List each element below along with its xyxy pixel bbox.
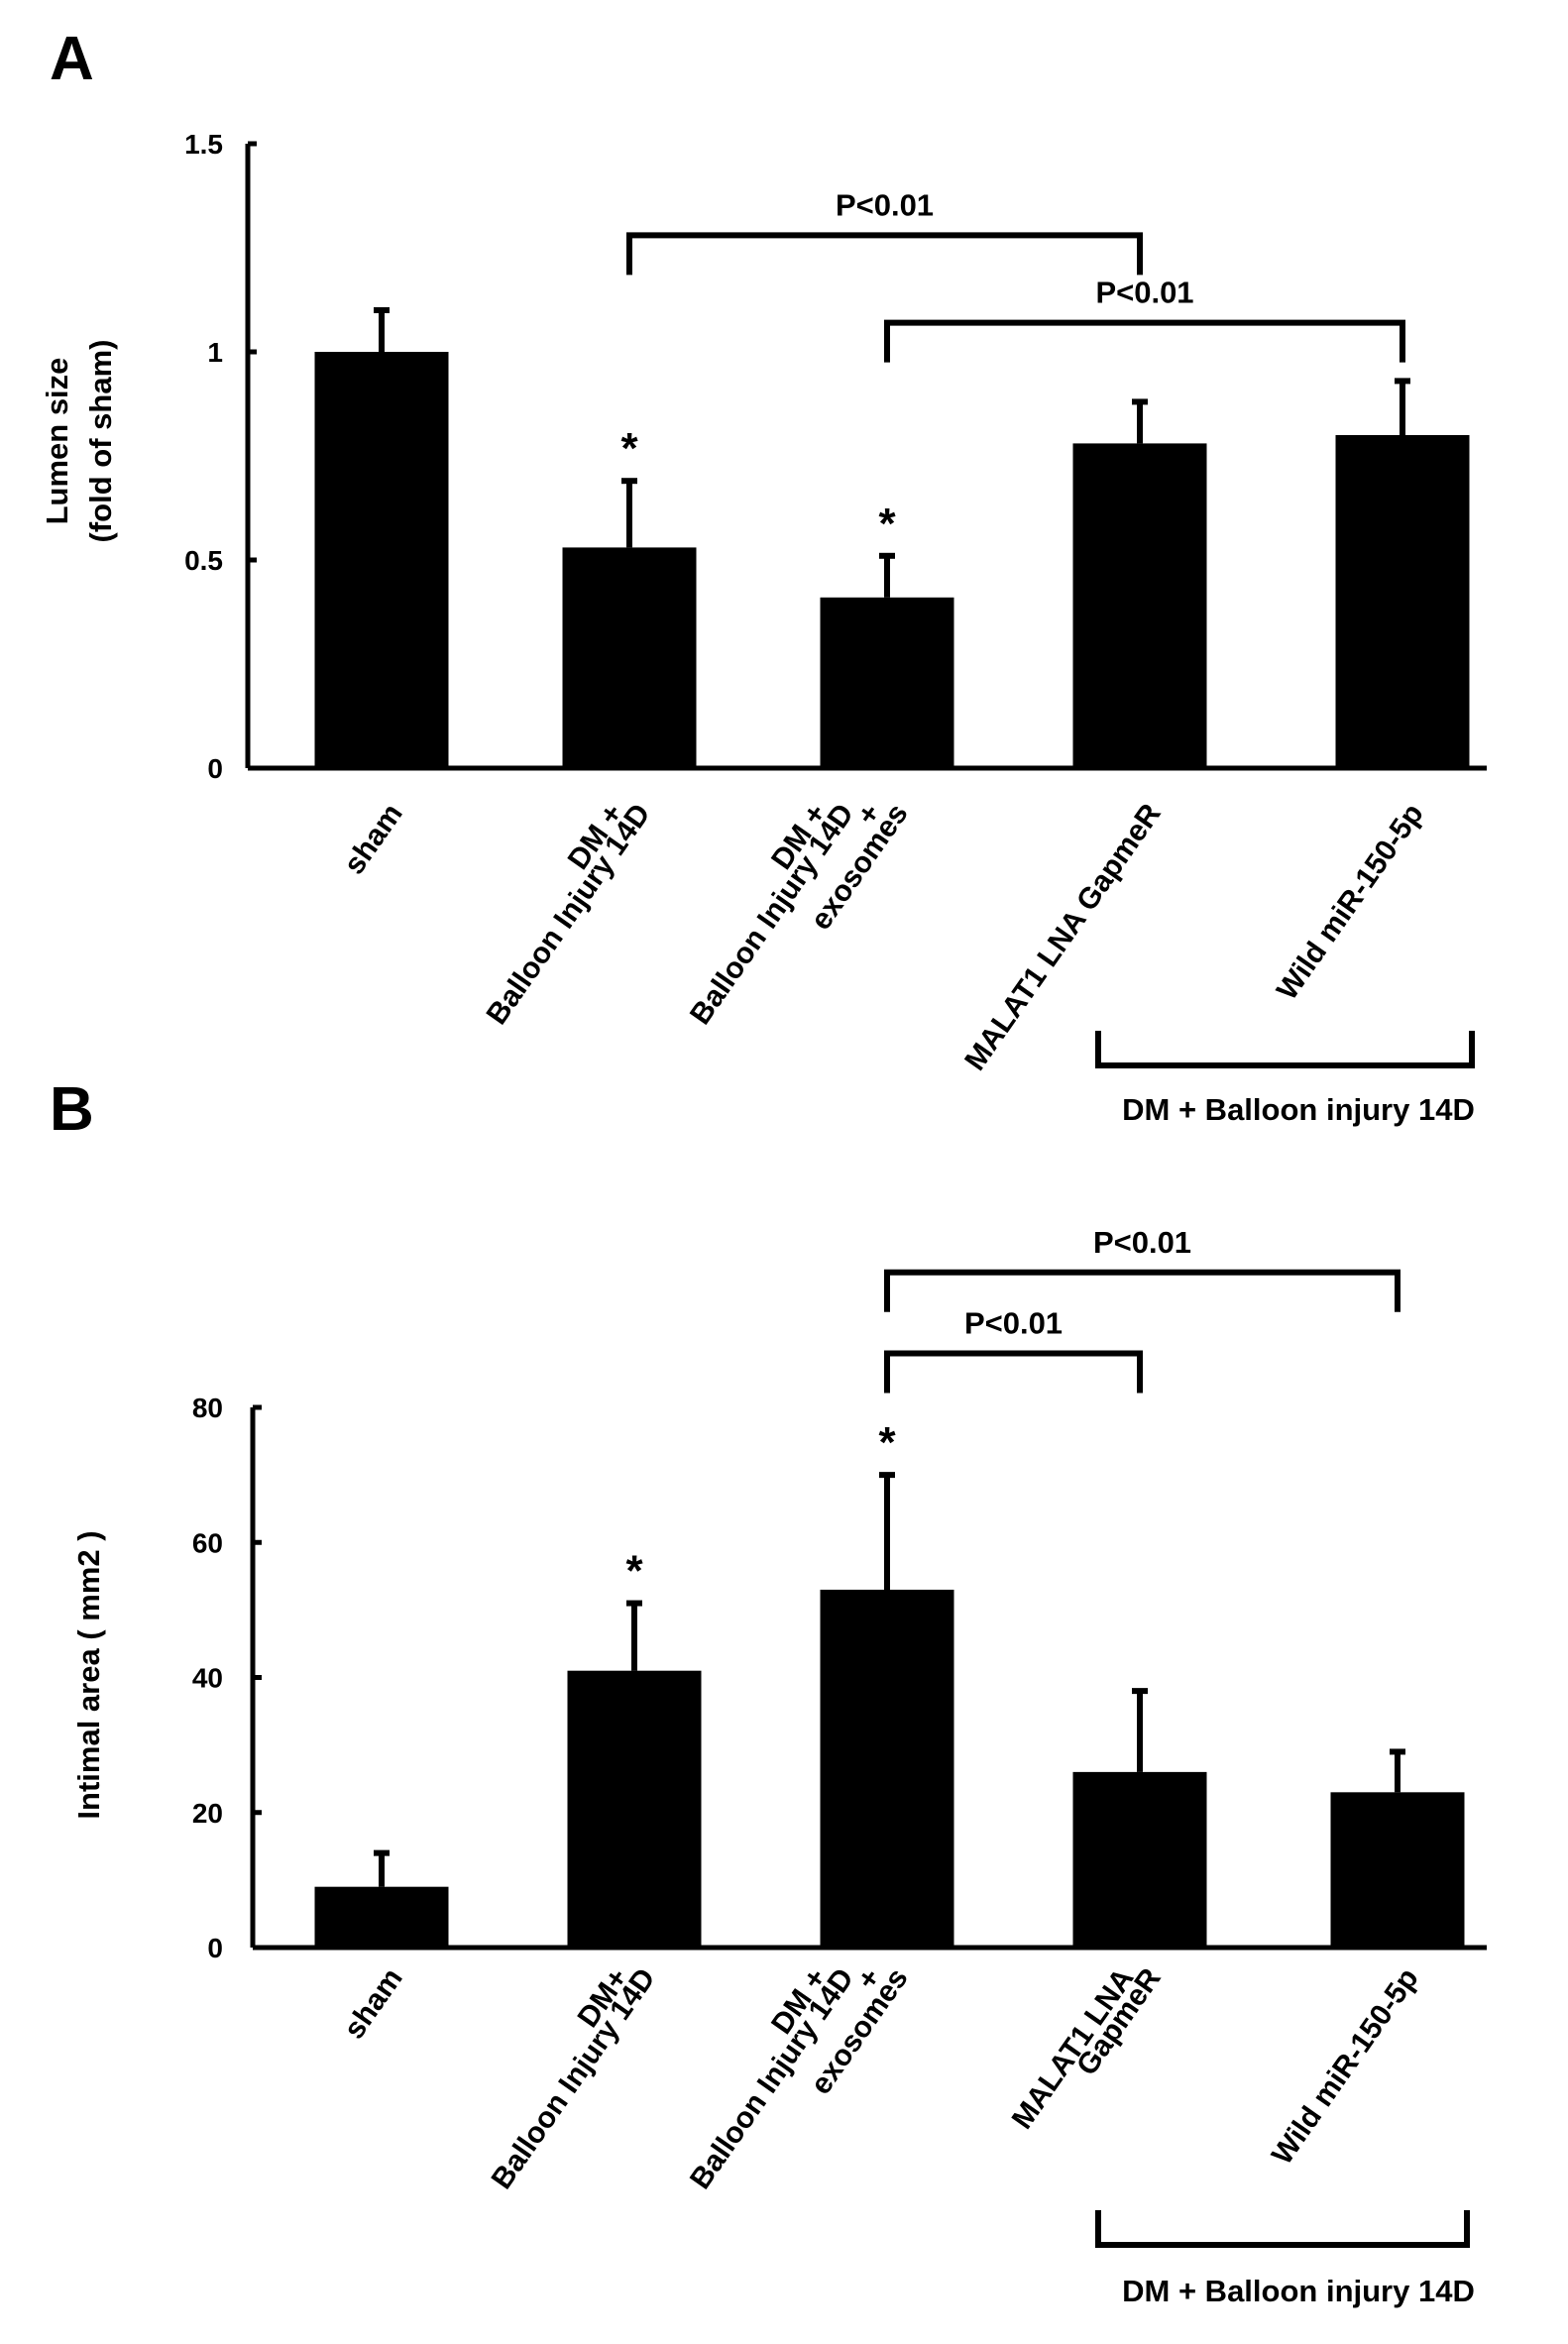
category-label: Balloon Injury 14D: [481, 798, 657, 1031]
group-bracket-label: DM + Balloon injury 14D: [1122, 1092, 1475, 1127]
bar: [314, 1886, 449, 1948]
y-axis-label: (fold of sham): [83, 340, 118, 543]
panel-label-a: A: [50, 25, 94, 93]
p-value-label: P<0.01: [836, 187, 934, 222]
y-tick-label: 0.5: [184, 545, 223, 576]
y-tick-label: 80: [192, 1393, 223, 1423]
significance-asterisk: *: [625, 1547, 643, 1596]
y-tick-label: 60: [192, 1527, 223, 1558]
category-label: Wild miR-150-5p: [1271, 798, 1430, 1006]
bar: [1072, 1771, 1207, 1948]
group-bracket-label: DM + Balloon injury 14D: [1122, 2274, 1475, 2308]
bar: [314, 352, 449, 768]
category-label: sham: [338, 798, 409, 880]
bar: [567, 1670, 702, 1948]
y-tick-label: 20: [192, 1798, 223, 1829]
category-label: Wild miR-150-5p: [1266, 1962, 1425, 2171]
y-tick-label: 1.5: [184, 129, 223, 160]
significance-asterisk: *: [878, 1418, 896, 1467]
y-axis-label: Intimal area ( mm2 ): [71, 1530, 106, 1819]
bar: [820, 597, 954, 768]
category-label: sham: [338, 1962, 409, 2045]
p-value-label: P<0.01: [964, 1306, 1063, 1341]
p-value-label: P<0.01: [1093, 1225, 1191, 1260]
comparison-bracket: [884, 319, 1405, 363]
bar: [820, 1589, 954, 1948]
comparison-bracket: [884, 1350, 1143, 1394]
y-tick-label: 40: [192, 1663, 223, 1694]
category-label: MALAT1 LNA GapmeR: [958, 798, 1168, 1076]
significance-asterisk: *: [878, 500, 896, 548]
panel-label-b: B: [50, 1075, 94, 1144]
bar: [1072, 443, 1207, 768]
bar: [1330, 1792, 1465, 1948]
group-bracket: [1095, 1031, 1475, 1068]
comparison-bracket: [884, 1269, 1400, 1312]
y-tick-label: 0: [207, 1933, 223, 1963]
p-value-label: P<0.01: [1095, 276, 1193, 310]
category-label: Balloon Injury 14D: [486, 1962, 662, 2195]
group-bracket: [1095, 2210, 1470, 2248]
y-tick-label: 1: [207, 337, 223, 368]
y-tick-label: 0: [207, 753, 223, 784]
comparison-bracket: [626, 232, 1143, 276]
bar: [1335, 435, 1470, 768]
bar: [562, 547, 697, 768]
significance-asterisk: *: [620, 424, 638, 473]
y-axis-label: Lumen size: [40, 358, 74, 525]
